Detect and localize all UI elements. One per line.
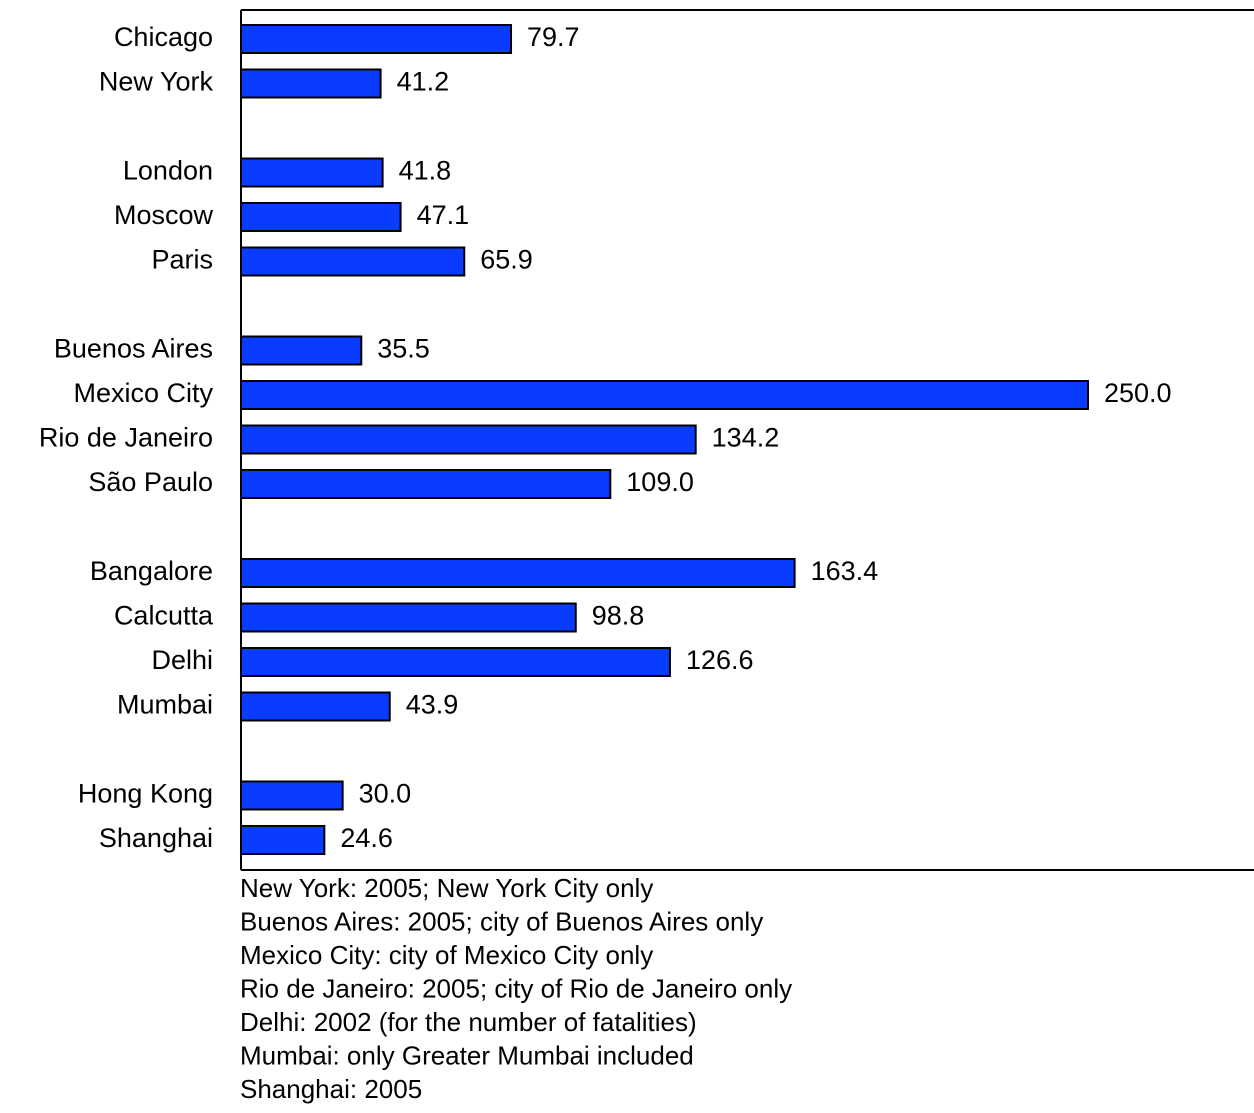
footnote: Mexico City: city of Mexico City only bbox=[240, 940, 653, 970]
y-tick-label: Paris bbox=[151, 245, 213, 275]
bar bbox=[240, 246, 466, 277]
value-label: 30.0 bbox=[359, 779, 412, 809]
value-label: 47.1 bbox=[417, 200, 470, 230]
bar bbox=[240, 825, 326, 855]
bar bbox=[240, 469, 612, 499]
value-label: 126.6 bbox=[686, 645, 754, 675]
y-tick-label: Delhi bbox=[151, 645, 213, 675]
y-tick-label: Hong Kong bbox=[78, 779, 213, 809]
value-label: 43.9 bbox=[406, 690, 459, 720]
value-label: 163.4 bbox=[811, 556, 879, 586]
bar bbox=[240, 335, 363, 366]
value-label: 41.8 bbox=[399, 156, 452, 186]
y-tick-label: Rio de Janeiro bbox=[39, 423, 213, 453]
value-label: 98.8 bbox=[592, 601, 645, 631]
y-tick-label: Moscow bbox=[114, 200, 214, 230]
value-label: 79.7 bbox=[527, 22, 580, 52]
y-tick-label: São Paulo bbox=[88, 467, 213, 497]
y-tick-label: Bangalore bbox=[90, 556, 213, 586]
bar bbox=[240, 691, 391, 722]
value-label: 65.9 bbox=[480, 245, 533, 275]
y-tick-label: New York bbox=[99, 67, 214, 97]
y-tick-label: London bbox=[123, 156, 213, 186]
bar bbox=[240, 24, 513, 54]
bar bbox=[240, 68, 382, 99]
footnote: New York: 2005; New York City only bbox=[240, 873, 653, 903]
value-label: 250.0 bbox=[1104, 378, 1172, 408]
y-tick-label: Mumbai bbox=[117, 690, 213, 720]
value-label: 109.0 bbox=[626, 467, 694, 497]
value-label: 134.2 bbox=[712, 423, 780, 453]
footnote: Shanghai: 2005 bbox=[240, 1074, 422, 1104]
y-tick-label: Mexico City bbox=[73, 378, 213, 408]
bar bbox=[240, 380, 1089, 410]
y-tick-label: Calcutta bbox=[114, 601, 214, 631]
y-tick-label: Buenos Aires bbox=[54, 334, 213, 364]
footnote: Buenos Aires: 2005; city of Buenos Aires… bbox=[240, 906, 763, 936]
bar bbox=[240, 202, 402, 232]
footnote: Rio de Janeiro: 2005; city of Rio de Jan… bbox=[240, 973, 792, 1003]
value-label: 35.5 bbox=[377, 334, 430, 364]
bar bbox=[240, 558, 796, 588]
footnote: Delhi: 2002 (for the number of fatalitie… bbox=[240, 1007, 697, 1037]
bar bbox=[240, 157, 384, 188]
footnote: Mumbai: only Greater Mumbai included bbox=[240, 1040, 694, 1070]
y-tick-label: Shanghai bbox=[99, 823, 213, 853]
bar bbox=[240, 647, 671, 677]
value-label: 41.2 bbox=[397, 67, 450, 97]
y-tick-label: Chicago bbox=[114, 22, 213, 52]
bar bbox=[240, 424, 697, 455]
bar bbox=[240, 780, 344, 811]
value-label: 24.6 bbox=[340, 823, 393, 853]
bar bbox=[240, 602, 577, 633]
